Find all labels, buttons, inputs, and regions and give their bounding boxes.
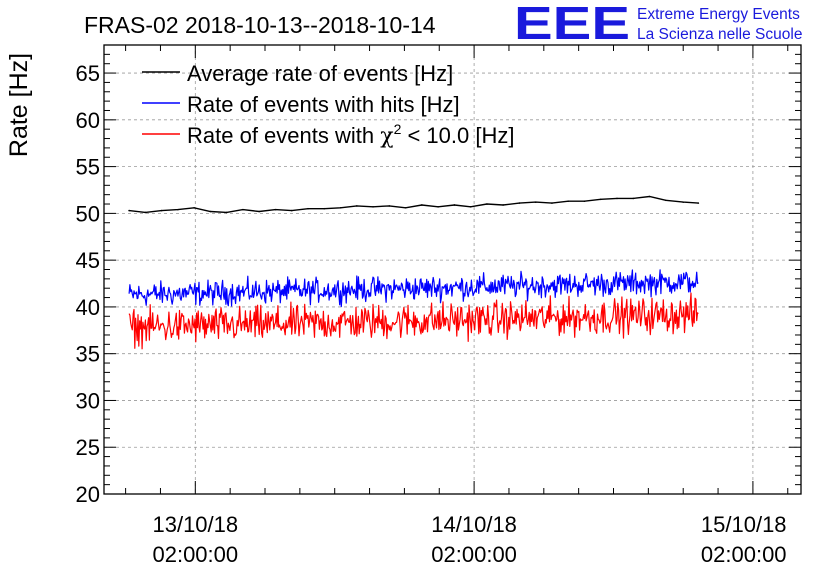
series-average-point	[144, 211, 147, 214]
series-average-point	[486, 203, 488, 205]
legend-label-chi2: Rate of events with χ2 < 10.0 [Hz]	[187, 121, 514, 149]
series-average-point	[583, 200, 586, 203]
series-average-point	[551, 202, 553, 204]
series-average-point	[128, 209, 130, 212]
series-average-point	[177, 208, 179, 211]
x-tick-time: 02:00:00	[701, 542, 787, 567]
y-tick-label: 35	[76, 342, 100, 367]
x-tick-labels: 13/10/18 02:00:00 14/10/18 02:00:00 15/10/18…	[152, 512, 786, 567]
series-average-point	[290, 209, 293, 212]
series-layer	[128, 195, 700, 350]
series-average-point	[388, 205, 391, 207]
y-tick-labels: 20 25 30 35 40 45 50 55 60 65	[76, 61, 100, 507]
series-average-point	[242, 208, 244, 211]
logo-line1: Extreme Energy Events	[637, 6, 800, 23]
grid-lines	[104, 45, 801, 495]
series-average-point	[648, 195, 651, 198]
series-average-point	[307, 207, 309, 210]
legend-label-average: Average rate of events [Hz]	[187, 61, 453, 86]
y-tick-label: 40	[76, 295, 100, 320]
series-average-point	[682, 201, 685, 203]
series-average-point	[453, 204, 456, 206]
series-average-point	[599, 198, 602, 201]
series-average-point	[339, 206, 342, 209]
series-average-point	[616, 197, 618, 200]
y-tick-label: 50	[76, 201, 100, 226]
series-chi2-line	[128, 292, 699, 350]
series-average-point	[697, 202, 700, 204]
series-average-point	[632, 197, 635, 200]
x-tick-date: 15/10/18	[701, 512, 787, 537]
logo-mark: EEE	[514, 0, 630, 49]
chart-title: FRAS-02 2018-10-13--2018-10-14	[84, 12, 436, 38]
axis-ticks	[104, 44, 801, 495]
series-average-point	[355, 205, 358, 207]
series-average-point	[567, 200, 570, 203]
series-average-point	[437, 206, 439, 208]
x-tick-date: 14/10/18	[431, 512, 517, 537]
y-tick-label: 20	[76, 482, 100, 507]
series-average-point	[160, 209, 163, 212]
legend-label-hits: Rate of events with hits [Hz]	[187, 92, 460, 117]
y-tick-label: 25	[76, 435, 100, 460]
series-average-point	[534, 201, 537, 203]
series-average-point	[209, 210, 212, 213]
series-average-point	[274, 208, 277, 211]
x-tick-time: 02:00:00	[431, 542, 517, 567]
y-tick-label: 55	[76, 155, 100, 180]
series-average-point	[193, 206, 195, 209]
logo-line2: La Scienza nelle Scuole	[637, 26, 802, 43]
y-tick-label: 30	[76, 388, 100, 413]
series-average-point	[664, 199, 667, 202]
eee-logo: EEE Extreme Energy Events La Scienza nel…	[514, 0, 802, 49]
series-average-point	[469, 206, 472, 208]
series-average-point	[421, 204, 423, 206]
series-hits-line	[128, 269, 699, 308]
series-average-point	[502, 204, 504, 206]
x-tick-date: 13/10/18	[152, 512, 238, 537]
series-average-point	[518, 202, 521, 204]
series-average-line	[129, 195, 699, 214]
y-axis-label: Rate [Hz]	[5, 53, 33, 157]
series-average-point	[323, 207, 326, 210]
series-average-point	[258, 210, 260, 213]
y-tick-label: 65	[76, 61, 100, 86]
legend: Average rate of events [Hz] Rate of even…	[142, 61, 514, 149]
series-average-point	[372, 206, 374, 208]
series-average-point	[404, 206, 407, 209]
x-tick-time: 02:00:00	[152, 542, 238, 567]
y-tick-label: 45	[76, 248, 100, 273]
y-tick-label: 60	[76, 108, 100, 133]
series-average-point	[225, 211, 228, 214]
